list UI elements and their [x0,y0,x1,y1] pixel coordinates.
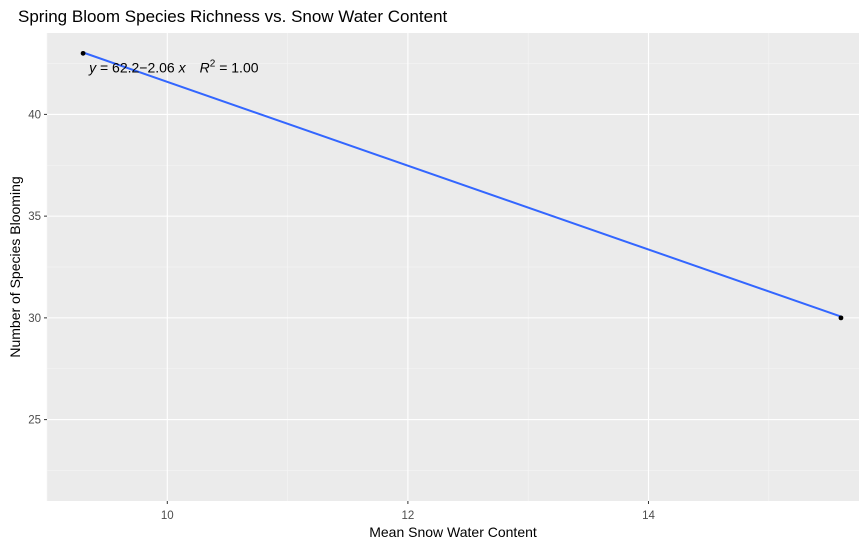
ticks-layer: 10 12 14 25 30 35 40 [28,109,655,522]
annotation-r-symbol: R [200,60,210,76]
regression-line [82,51,842,318]
x-tick-label: 14 [642,510,655,522]
y-tick-label: 25 [28,415,41,427]
annotation-spacer [186,60,200,76]
y-axis-title: Number of Species Blooming [7,176,23,357]
x-axis-title: Mean Snow Water Content [369,524,537,540]
points-layer [80,50,844,321]
data-point [80,50,86,56]
x-tick-label: 12 [401,510,414,522]
y-tick-label: 40 [28,109,41,121]
y-tick-label: 30 [28,313,41,325]
fit-layer [82,51,842,318]
grid-major [47,33,859,501]
data-point [838,315,844,321]
y-tick-label: 35 [28,211,41,223]
annotation-r-value: = 1.00 [215,60,258,76]
chart-title: Spring Bloom Species Richness vs. Snow W… [18,7,448,26]
annotation-equation: = 62.2−2.06 [96,60,179,76]
annotation-x-symbol: x [178,60,187,76]
grid-minor [46,33,859,501]
annotation-r-exponent: 2 [210,59,216,70]
regression-annotation: y = 62.2−2.06 x R2 = 1.00 [88,59,259,76]
annotation-y-symbol: y [88,60,97,76]
x-tick-label: 10 [161,510,174,522]
